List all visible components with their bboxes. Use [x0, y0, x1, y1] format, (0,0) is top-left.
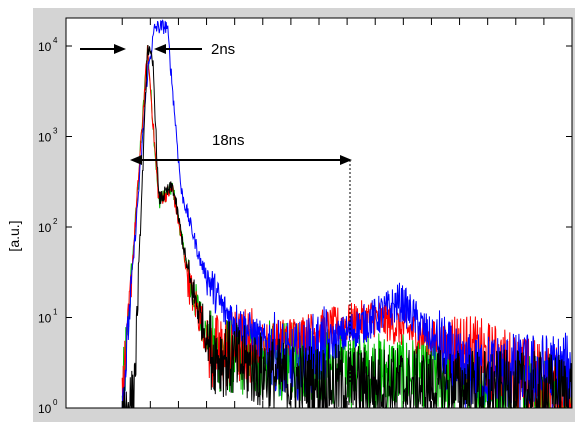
- y-tick-exp-0: 4: [53, 36, 58, 45]
- y-tick-exp-3: 1: [53, 308, 58, 317]
- y-tick-label-1: 10 3: [38, 127, 58, 145]
- annotation-2ns: 2ns: [211, 41, 235, 58]
- y-tick-base-0: 10: [38, 40, 52, 54]
- arrow-18ns-left-head: [130, 155, 142, 165]
- x-ticks: [121, 18, 573, 408]
- annotation-18ns: 18ns: [212, 132, 245, 149]
- arrow-2ns-right-head: [154, 44, 166, 54]
- y-tick-base-4: 10: [38, 402, 52, 416]
- y-tick-base-2: 10: [38, 221, 52, 235]
- arrow-18ns-right-head: [340, 155, 352, 165]
- y-tick-base-1: 10: [38, 131, 52, 145]
- arrow-2ns-left-head: [114, 44, 126, 54]
- y-axis-label: [a.u.]: [6, 220, 22, 251]
- y-tick-exp-1: 3: [53, 127, 58, 136]
- y-tick-label-3: 10 1: [38, 308, 58, 326]
- y-tick-label-0: 10 4: [38, 36, 58, 54]
- series-black: [122, 45, 573, 409]
- y-tick-base-3: 10: [38, 312, 52, 326]
- annotations: 2ns 18ns: [80, 41, 352, 383]
- y-tick-label-2: 10 2: [38, 217, 58, 235]
- y-tick-exp-4: 0: [53, 398, 58, 407]
- y-tick-label-4: 10 0: [38, 398, 58, 416]
- y-tick-exp-2: 2: [53, 217, 58, 226]
